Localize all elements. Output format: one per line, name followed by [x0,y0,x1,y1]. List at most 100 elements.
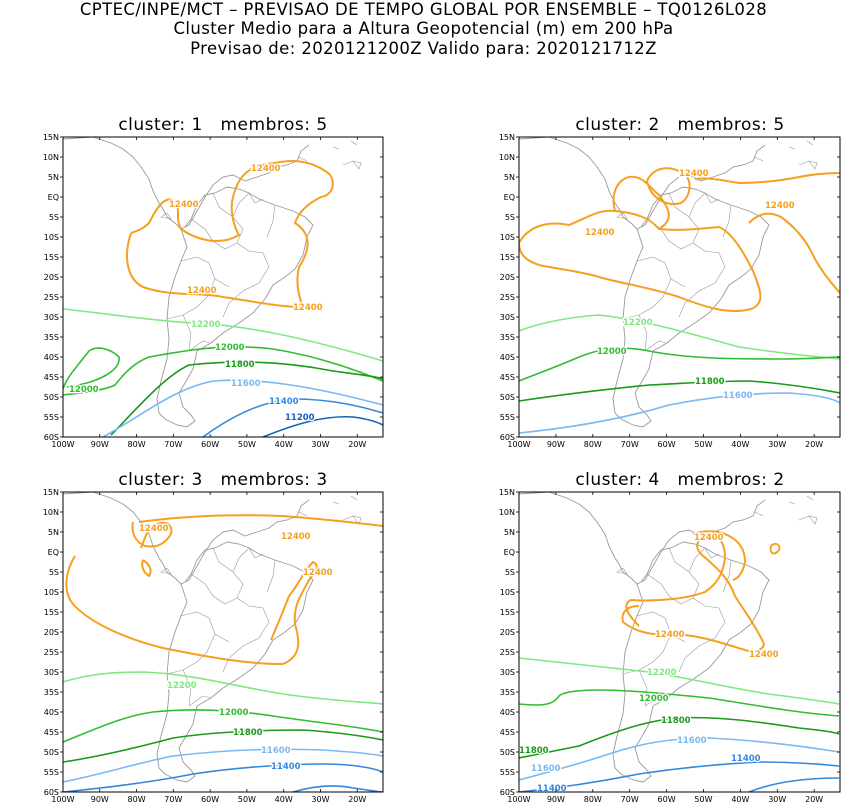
contour-label: 12000 [597,347,627,357]
contour-label: 12000 [69,385,99,395]
contour-12400 [519,167,840,313]
lat-tick-label: 40S [44,353,59,362]
lat-tick-label: 10N [499,153,515,162]
lat-tick-label: 40S [44,708,59,717]
lon-tick-label: 70W [164,795,182,803]
lat-tick-label: 25S [500,293,515,302]
contour-label: 11800 [233,728,263,738]
contour-label: 12200 [191,320,221,330]
contour-label: 11800 [695,377,725,387]
lat-tick-label: EQ [504,548,515,557]
map-content: 12400 12400 12400 12200 12000 11800 11600 [519,137,840,434]
lat-tick-label: 5S [505,568,515,577]
contour-label: 12200 [647,668,677,678]
contour-label: 11400 [537,784,567,794]
lat-tick-label: 25S [44,648,59,657]
contour-label: 12400 [765,201,795,211]
contour-label: 12200 [167,681,197,691]
lat-tick-label: 50S [500,393,515,402]
country-borders [622,192,732,352]
lat-tick-label: 35S [44,333,59,342]
coastline [63,492,314,783]
lat-tick-label: 5N [504,173,515,182]
lat-tick-label: EQ [504,193,515,202]
islands [616,140,818,220]
contour-label: 12400 [169,200,199,210]
country-borders [166,192,276,352]
contour-label: 11400 [271,762,301,772]
contour-label: 11600 [261,746,291,756]
lon-tick-label: 70W [621,795,639,803]
lat-tick-label: 15N [43,488,59,497]
lat-tick-label: 60S [44,433,59,442]
contour-label: 12400 [187,286,217,296]
lat-tick-label: 10N [43,153,59,162]
contour-11800 [110,361,383,436]
lat-tick-label: 55S [44,413,59,422]
contour-12000 [63,346,383,396]
contour-11800 [519,716,840,759]
contour-11800 [519,380,840,402]
panel-title: cluster: 2 membros: 5 [575,115,784,135]
lat-tick-label: 25S [44,293,59,302]
contour-label: 11800 [661,716,691,726]
contour-11400 [202,398,383,437]
contour-11400 [519,761,840,792]
lat-tick-label: 15S [500,608,515,617]
lon-tick-label: 60W [201,795,219,803]
lat-tick-label: 10S [500,233,515,242]
map-panel: 12400 12400 12400 12200 12000 11800 11800 11600… [499,488,841,803]
islands [616,495,818,575]
lat-tick-label: 15N [499,488,515,497]
country-borders [166,547,276,707]
islands [160,140,362,220]
lat-tick-label: 10N [499,508,515,517]
contour-label: 12000 [215,343,245,353]
lat-tick-label: 45S [44,373,59,382]
lon-tick-label: 90W [91,795,109,803]
lat-tick-label: 5S [49,213,59,222]
coastline [519,137,770,428]
contour-11600 [102,379,383,437]
map-panel: 12400 12400 12400 12200 12000 11800 11600 11400… [43,488,384,803]
header-line-1: CPTEC/INPE/MCT – PREVISAO DE TEMPO GLOBA… [79,0,768,19]
lon-tick-label: 40W [731,795,749,803]
lat-tick-label: 20S [500,628,515,637]
lon-tick-label: 30W [768,795,786,803]
contour-label: 11600 [677,736,707,746]
contour-12000 [63,709,383,743]
contour-12000 [519,347,840,382]
lat-tick-label: 10S [500,588,515,597]
contour-11200 [262,415,383,437]
lon-tick-label: 60W [201,440,219,449]
map-panel: 12400 12400 12400 12200 12000 11800 11600 15N 10… [499,133,841,449]
contour-11600 [519,737,840,781]
lat-tick-label: 15N [499,133,515,142]
lat-tick-label: 60S [44,788,59,797]
lat-tick-label: 5N [48,173,59,182]
lon-tick-label: 50W [694,795,712,803]
lon-tick-label: 60W [658,795,676,803]
lon-tick-label: 80W [584,440,602,449]
lat-tick-label: 25S [500,648,515,657]
contour-12400 [621,530,781,653]
country-borders [622,547,732,707]
contour-11600 [519,392,840,434]
lon-tick-label: 60W [658,440,676,449]
contour-label: 11800 [519,746,549,756]
contour-label: 11600 [531,764,561,774]
contour-12200 [63,671,383,705]
map-content: 12400 12400 12400 12200 12000 11800 11600 11400 [63,492,383,792]
contour-label: 12000 [219,708,249,718]
lat-tick-label: 20S [44,273,59,282]
lat-tick-label: 15S [500,253,515,262]
lon-tick-label: 100W [51,440,74,449]
lon-tick-label: 80W [128,440,146,449]
lon-tick-label: 20W [348,440,366,449]
lat-tick-label: 50S [44,393,59,402]
lat-tick-label: EQ [48,548,59,557]
lat-tick-label: 5N [48,528,59,537]
lon-tick-label: 20W [348,795,366,803]
map-panel: 12400 12400 12400 12400 12200 12000 12000 11800… [43,133,384,449]
lat-tick-label: 5S [505,213,515,222]
